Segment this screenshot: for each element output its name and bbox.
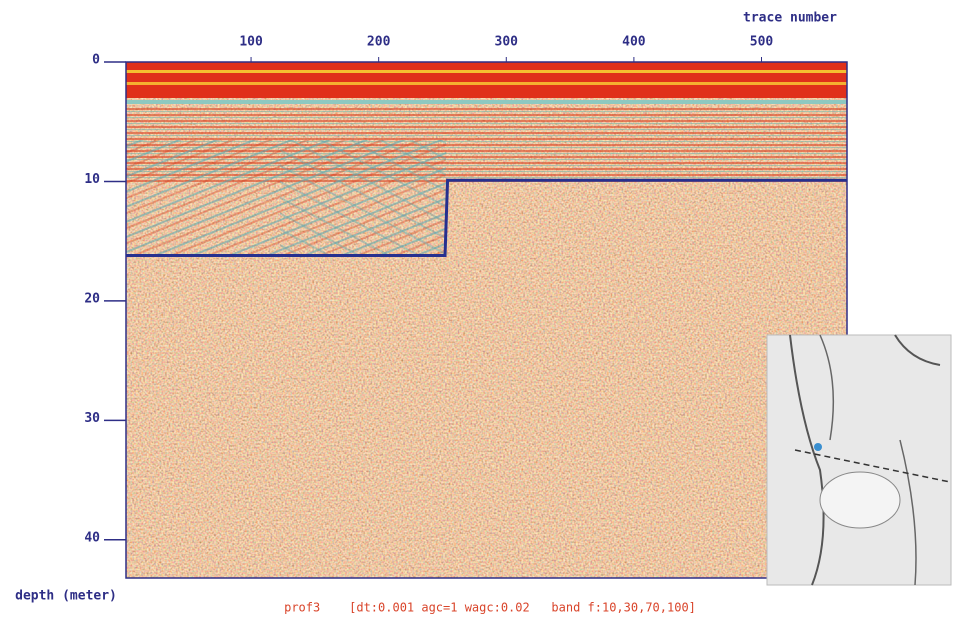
top-band	[126, 62, 847, 98]
page: {"chart_data": { "type": "radargram", "x…	[0, 0, 963, 622]
x-axis-label: trace number	[743, 11, 837, 26]
layer-line	[126, 100, 847, 104]
top-band-line	[126, 70, 847, 73]
y-tick-label: 30	[84, 411, 100, 426]
x-tick-label: 200	[367, 35, 391, 50]
radargram-image	[126, 62, 847, 578]
x-tick-label: 400	[622, 35, 646, 50]
y-tick-label: 40	[84, 530, 100, 545]
y-tick-label: 10	[84, 172, 100, 187]
x-tick-label: 300	[495, 35, 519, 50]
inset-map	[767, 335, 951, 585]
inset-area	[820, 472, 900, 528]
chart: trace number depth (meter) prof3 [dt:0.0…	[0, 0, 963, 622]
x-tick-label: 500	[750, 35, 774, 50]
inset-marker	[814, 443, 822, 451]
y-tick-label: 20	[84, 291, 100, 306]
x-tick-label: 100	[239, 35, 263, 50]
reflections	[280, 140, 446, 256]
top-band-line	[126, 82, 847, 85]
caption: prof3 [dt:0.001 agc=1 wagc:0.02 band f:1…	[284, 601, 696, 615]
y-axis-label: depth (meter)	[15, 589, 117, 604]
y-tick-label: 0	[92, 53, 100, 68]
